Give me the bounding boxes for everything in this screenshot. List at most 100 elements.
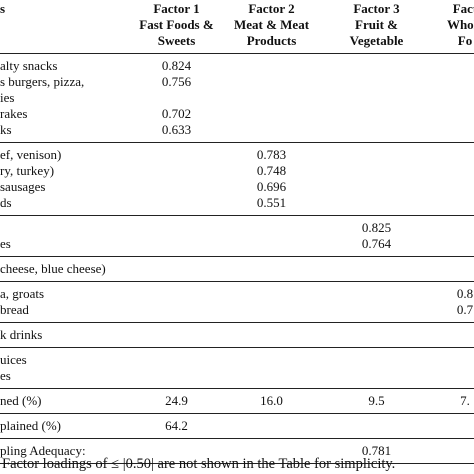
loading-cell [435, 322, 474, 348]
footnote: Factor loadings of ≤ |0.50| are not show… [2, 456, 396, 472]
loading-cell [435, 347, 474, 368]
table-row: pling Adequacy: 0.781 [0, 438, 474, 464]
item-cell: ef, venison) [0, 142, 128, 163]
loading-cell [435, 106, 474, 122]
loading-cell [318, 302, 435, 323]
header-cell: Factor 1 Fast Foods & Sweets [128, 0, 225, 54]
loading-cell [318, 106, 435, 122]
loading-cell [225, 236, 318, 257]
loading-cell: 0.783 [225, 142, 318, 163]
item-cell: pling Adequacy: [0, 438, 128, 464]
loading-cell [225, 53, 318, 74]
loading-cell [435, 74, 474, 106]
header-line: Fact [452, 1, 474, 16]
loading-cell: 24.9 [128, 388, 225, 414]
loading-cell [128, 438, 225, 464]
header-line: Fo [457, 33, 473, 48]
table-row: uices [0, 347, 474, 368]
loading-cell [318, 74, 435, 106]
table-row: rakes 0.702 [0, 106, 474, 122]
loading-cell [318, 281, 435, 302]
item-cell: cheese, blue cheese) [0, 256, 128, 282]
loading-cell [128, 179, 225, 195]
header-line: Vegetable [349, 33, 404, 48]
loading-cell: 0.781 [318, 438, 435, 464]
header-line: s [0, 1, 6, 16]
item-cell: alty snacks [0, 53, 128, 74]
loading-cell [225, 302, 318, 323]
loading-cell [318, 142, 435, 163]
item-cell: sausages [0, 179, 46, 194]
loading-cell [318, 195, 435, 216]
loading-cell: 0.756 [161, 74, 192, 89]
table-row: a, groats 0.8 [0, 281, 474, 302]
table-row: sausages 0.696 [0, 179, 474, 195]
loading-cell: 0.748 [256, 163, 287, 178]
loading-cell [318, 368, 435, 389]
loading-cell [435, 179, 474, 195]
table-row: bread 0.7 [0, 302, 474, 323]
header-line: Meat & Meat [233, 17, 310, 32]
item-cell: plained (%) [0, 413, 128, 439]
loading-cell [225, 347, 318, 368]
item-cell: rakes [0, 106, 28, 121]
header-cell: Factor 2 Meat & Meat Products [225, 0, 318, 54]
loading-cell [225, 122, 318, 143]
loading-cell [225, 438, 318, 464]
item-cell: k drinks [0, 322, 128, 348]
header-line: Whole [446, 17, 474, 32]
item-cell: ry, turkey) [0, 163, 55, 178]
loading-cell [128, 236, 225, 257]
loading-cell [435, 195, 474, 216]
header-line: Fruit & [355, 17, 398, 32]
loading-cell [225, 256, 318, 282]
table-row: cheese, blue cheese) [0, 256, 474, 282]
header-line: Factor 3 [353, 1, 400, 16]
table-row: plained (%) 64.2 [0, 413, 474, 439]
loading-cell [128, 302, 225, 323]
loading-cell [128, 256, 225, 282]
loading-cell [225, 413, 318, 439]
loading-cell [435, 438, 474, 464]
loading-cell: 16.0 [225, 388, 318, 414]
loading-cell [435, 413, 474, 439]
loading-cell [128, 142, 225, 163]
loading-cell [225, 368, 318, 389]
table-body: alty snacks 0.824 s burgers, pizza, ies 0.7… [0, 53, 474, 464]
loading-cell [318, 413, 435, 439]
loading-cell [435, 142, 474, 163]
item-cell: ned (%) [0, 388, 128, 414]
table-row: ry, turkey) 0.748 [0, 163, 474, 179]
loading-cell: 0.551 [256, 195, 287, 210]
loading-cell: 0.702 [161, 106, 192, 121]
loading-cell: 0.764 [361, 236, 392, 251]
header-line: Factor 1 [153, 1, 200, 16]
item-cell: a, groats [0, 281, 128, 302]
loading-cell [128, 281, 225, 302]
loading-cell [225, 106, 318, 122]
header-line: Factor 2 [248, 1, 295, 16]
loading-cell: 0.633 [161, 122, 192, 137]
table-row: k drinks [0, 322, 474, 348]
item-cell: bread [0, 302, 29, 317]
loadings-table: s Factor 1 Fast Foods & Sweets Factor 2 Meat … [0, 0, 474, 464]
loading-cell [318, 163, 435, 179]
header-cell: FactWholeFo [435, 0, 474, 54]
loading-cell: 7. [435, 388, 474, 414]
item-cell: es [0, 236, 11, 251]
loading-cell [225, 281, 318, 302]
loading-cell [435, 122, 474, 143]
loading-cell [225, 74, 318, 106]
loading-cell [225, 215, 318, 236]
header-cell: s [0, 0, 128, 54]
loading-cell [128, 322, 225, 348]
loading-cell [225, 322, 318, 348]
item-cell: ds [0, 195, 12, 210]
table-row: es [0, 368, 474, 389]
item-cell [0, 215, 128, 236]
loading-cell [435, 163, 474, 179]
header-line: Fast Foods & [139, 17, 214, 32]
loading-cell [318, 53, 435, 74]
loading-cell: 0.824 [128, 53, 225, 74]
